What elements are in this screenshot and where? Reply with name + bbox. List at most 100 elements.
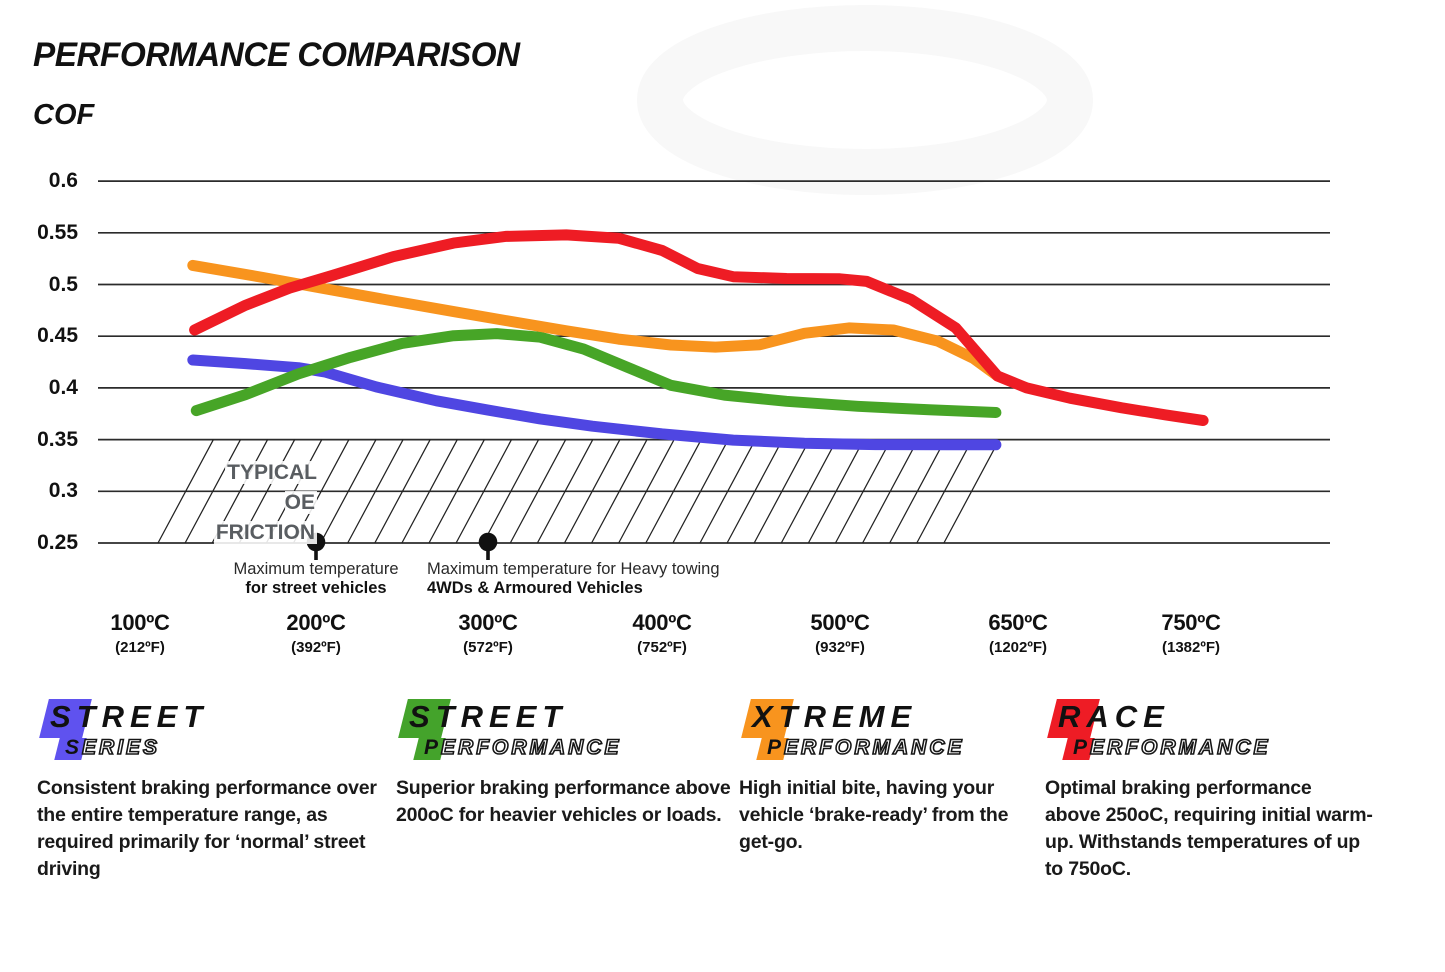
logo-sub-rest: ERFORMANCE (1089, 735, 1271, 760)
logo-word-sub: PERFORMANCE (767, 735, 965, 760)
x-tick-celsius: 500ºC (810, 610, 870, 635)
desc-line: Consistent braking performance over (37, 777, 377, 799)
hatch-line (482, 439, 540, 544)
oe-friction-label: TYPICAL OE FRICTION (191, 458, 317, 548)
watermark-swoosh (637, 5, 1093, 195)
y-tick-label: 0.3 (48, 479, 78, 502)
logo-sub-first-letter: P (767, 736, 785, 759)
hatch-line (780, 439, 838, 544)
hatch-line (862, 439, 919, 544)
legend-description: Optimal braking performance above 250oC,… (1045, 775, 1373, 883)
logo-sub-rest: ERFORMANCE (783, 735, 965, 760)
hatch-line (699, 439, 756, 544)
hatch-line (672, 439, 729, 544)
x-tick-fahrenheit: (932ºF) (815, 639, 865, 656)
desc-line: High initial bite, having your (739, 777, 995, 799)
hatch-line (536, 439, 594, 544)
desc-line: to 750oC. (1045, 858, 1131, 880)
legend-card-xtreme-performance: XTREME PERFORMANCE High initial bite, ha… (738, 694, 1038, 853)
x-tick-fahrenheit: (1202ºF) (988, 639, 1048, 656)
logo-word-top: STREET (409, 699, 568, 734)
x-tick-celsius: 200ºC (286, 610, 346, 635)
hatch-line (753, 439, 811, 544)
hatch-line (618, 439, 675, 544)
marker-caption-street: Maximum temperature for street vehicles (233, 560, 398, 597)
desc-line: above 250oC, requiring initial warm- (1045, 804, 1373, 826)
marker-caption-line1: Maximum temperature (233, 560, 399, 578)
y-axis-title: COF (33, 99, 95, 131)
oe-friction-line1: TYPICAL OE (225, 461, 317, 514)
hatch-line (726, 439, 784, 544)
legend-card-street-series: STREET SERIES Consistent braking perform… (36, 694, 377, 880)
x-tick-400c: 400ºC (752ºF) (632, 610, 691, 656)
desc-line: required primarily for ‘normal’ street (37, 831, 366, 853)
hatch-line (834, 439, 892, 544)
logo-word-sub: PERFORMANCE (424, 735, 622, 760)
x-tick-fahrenheit: (212ºF) (115, 639, 165, 656)
hatch-line (374, 439, 431, 544)
x-tick-fahrenheit: (392ºF) (291, 639, 341, 656)
marker-caption-line1: Maximum temperature for Heavy towing (427, 560, 720, 578)
y-tick-label: 0.35 (37, 428, 78, 451)
y-tick-label: 0.4 (48, 376, 78, 399)
hatch-line (320, 439, 377, 544)
hatch-line (401, 439, 458, 544)
hatch-line (889, 439, 946, 544)
series-line-race-performance (189, 229, 1209, 426)
oe-friction-line2: FRICTION (213, 521, 317, 544)
hatch-line (455, 439, 513, 544)
hatch-line (347, 439, 404, 544)
legend-description: High initial bite, having your vehicle ‘… (739, 775, 1008, 856)
x-tick-100c: 100ºC (212ºF) (110, 610, 169, 656)
logo-sub-rest: ERFORMANCE (440, 735, 622, 760)
logo-word-sub: SERIES (65, 735, 161, 760)
desc-line: Optimal braking performance (1045, 777, 1312, 799)
logo-word-top: RACE (1058, 699, 1170, 734)
x-tick-fahrenheit: (1382ºF) (1161, 639, 1221, 656)
series-line-xtreme-performance (187, 259, 1003, 382)
hatch-line (645, 439, 702, 544)
x-tick-celsius: 750ºC (1161, 610, 1221, 635)
marker-stem (314, 543, 318, 560)
x-tick-fahrenheit: (752ºF) (637, 639, 687, 656)
logo-sub-rest: ERIES (81, 735, 161, 760)
marker-caption-line2: 4WDs & Armoured Vehicles (427, 578, 643, 597)
desc-line: Superior braking performance above (396, 777, 731, 799)
x-tick-650c: 650ºC (1202ºF) (988, 610, 1047, 656)
hatch-line (943, 439, 1000, 544)
desc-line: up. Withstands temperatures of up (1045, 831, 1360, 853)
xtreme-performance-logo: XTREME PERFORMANCE (738, 694, 1038, 766)
y-tick-label: 0.6 (48, 169, 78, 192)
desc-line: get-go. (739, 831, 803, 853)
x-tick-200c: 200ºC (392ºF) (286, 610, 345, 656)
legend-description: Superior braking performance above 200oC… (396, 775, 731, 829)
marker-caption-line2: for street vehicles (245, 578, 387, 597)
hatch-line (428, 439, 485, 544)
hatch-line (157, 439, 214, 544)
marker-caption-towing: Maximum temperature for Heavy towing 4WD… (427, 560, 720, 597)
desc-line: driving (37, 858, 101, 880)
hatch-line (916, 439, 973, 544)
y-tick-label: 0.45 (37, 324, 78, 347)
y-tick-label: 0.25 (37, 531, 78, 554)
street-performance-logo: STREET PERFORMANCE (395, 694, 695, 766)
street-series-logo: STREET SERIES (36, 694, 336, 766)
legend-card-race-performance: RACE PERFORMANCE Optimal braking perform… (1044, 694, 1373, 880)
race-performance-logo: RACE PERFORMANCE (1044, 694, 1344, 766)
x-tick-celsius: 400ºC (632, 610, 692, 635)
hatch-line (591, 439, 648, 544)
page-title: PERFORMANCE COMPARISON (33, 36, 520, 74)
logo-sub-first-letter: S (65, 736, 83, 759)
hatch-line (184, 439, 242, 544)
desc-line: the entire temperature range, as (37, 804, 328, 826)
marker-dot-icon (478, 532, 498, 552)
x-tick-500c: 500ºC (932ºF) (810, 610, 869, 656)
logo-sub-first-letter: P (424, 736, 442, 759)
logo-word-sub: PERFORMANCE (1073, 735, 1271, 760)
legend-card-street-performance: STREET PERFORMANCE Superior braking perf… (395, 694, 731, 826)
x-tick-celsius: 100ºC (110, 610, 170, 635)
x-tick-celsius: 300ºC (458, 610, 518, 635)
y-tick-label: 0.5 (48, 273, 78, 296)
hatch-line (807, 439, 865, 544)
